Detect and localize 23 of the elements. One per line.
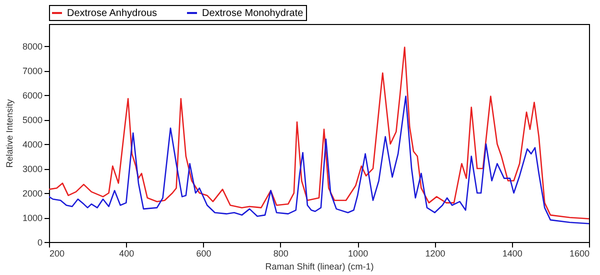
x-tick-label: 600: [196, 248, 212, 258]
x-tick-label: 800: [273, 248, 288, 258]
y-tick-label: 4000: [22, 140, 42, 150]
line-series: [49, 96, 589, 224]
y-tick-label: 6000: [22, 90, 42, 101]
x-tick-label: 400: [119, 248, 134, 258]
x-axis-title: Raman Shift (linear) (cm-1): [265, 262, 374, 272]
x-tick-label: 1600: [569, 248, 590, 258]
y-tick-label: 8000: [22, 42, 42, 52]
legend-label: Dextrose Anhydrous: [67, 8, 158, 19]
y-tick-label: 0: [37, 238, 42, 248]
line-series: [49, 46, 589, 220]
y-tick-label: 3000: [22, 164, 42, 174]
x-tick-label: 1400: [502, 248, 522, 258]
y-tick-label: 5000: [22, 115, 42, 126]
y-axis-title: Relative Intensity: [4, 98, 14, 168]
x-tick-label: 1200: [425, 248, 446, 258]
x-tick-label: 1000: [348, 248, 368, 258]
x-tick-label: 200: [50, 248, 65, 258]
legend-label: Dextrose Monohydrate: [202, 8, 304, 19]
y-tick-label: 7000: [22, 66, 42, 76]
y-tick-label: 1000: [22, 213, 42, 224]
y-tick-label: 2000: [22, 188, 42, 199]
